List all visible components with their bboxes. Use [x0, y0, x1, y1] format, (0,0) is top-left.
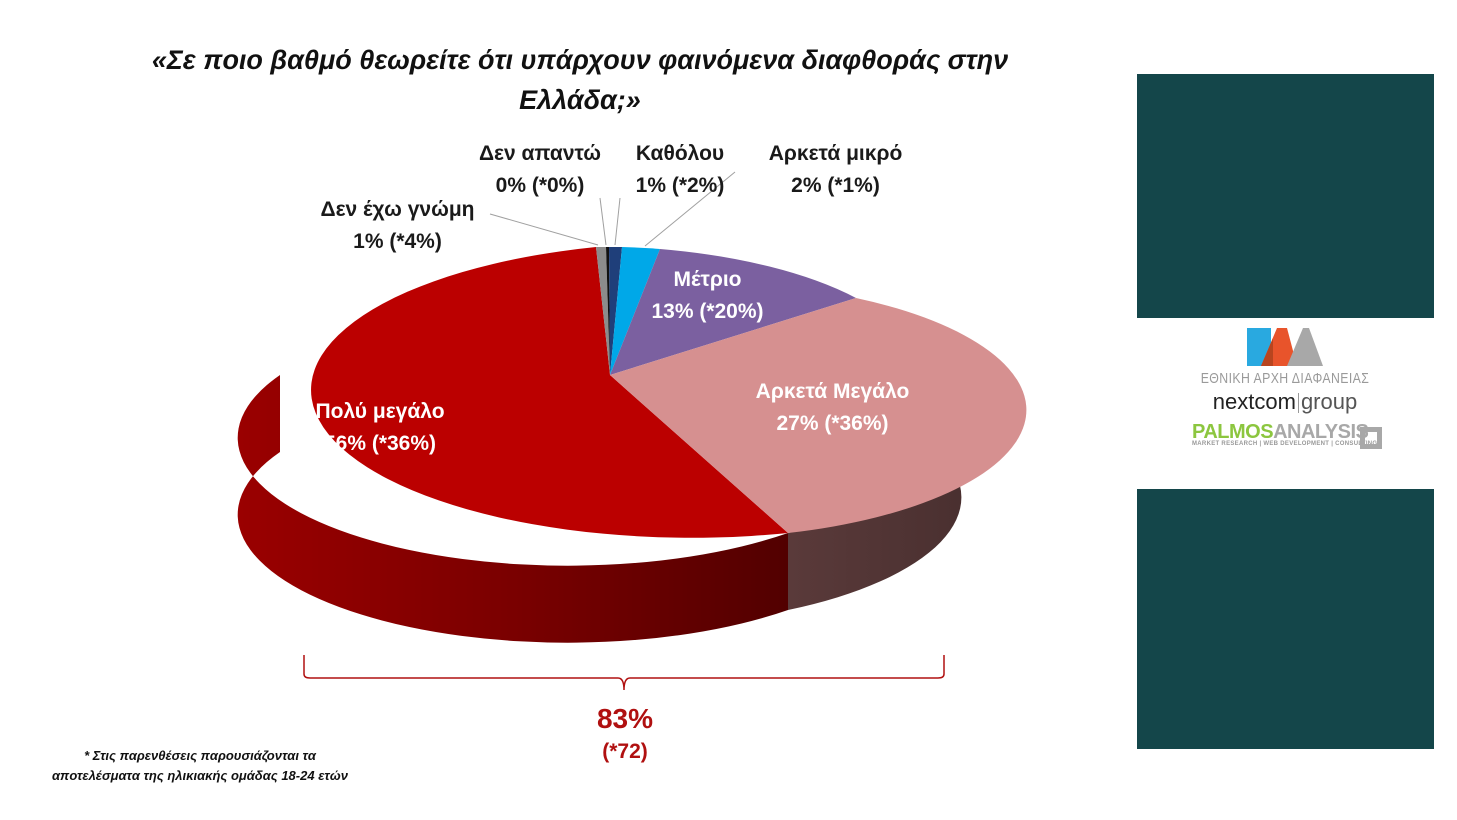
slice-arketa-mikro	[610, 247, 660, 375]
label-arketa-mikro: Αρκετά μικρό 2% (*1%)	[768, 142, 903, 197]
label-metrio: Μέτριο 13% (*20%)	[651, 268, 764, 323]
slice-katholou	[609, 246, 622, 375]
label-den-exo-gnomi: Δεν έχω γνώμη 1% (*4%)	[320, 198, 475, 253]
total-annotation: 83% (*72)	[560, 700, 690, 766]
slice-metrio	[610, 249, 856, 375]
pie-top	[311, 246, 1027, 538]
total-youth-percent: (*72)	[602, 740, 648, 763]
total-bracket	[303, 655, 945, 691]
pie-sides	[237, 375, 962, 643]
side-panel-bottom	[1137, 489, 1434, 749]
eaa-logo-icon	[1247, 328, 1323, 366]
total-percent: 83%	[596, 703, 654, 734]
palmos-analysis-logo: PALMOSANALYSIS MARKET RESEARCH | WEB DEV…	[1180, 421, 1390, 457]
chart-title-line1: «Σε ποιο βαθμό θεωρείτε ότι υπάρχουν φαι…	[151, 45, 1009, 75]
slice-side-arketa-megalo	[788, 375, 962, 610]
label-arketa-megalo: Αρκετά Μεγάλο 27% (*36%)	[755, 380, 910, 435]
slice-poly-megalo	[311, 247, 788, 538]
slice-side-poly-megalo	[237, 375, 789, 643]
leader-lines	[489, 171, 736, 247]
slice-den-apanto	[606, 246, 610, 375]
label-poly-megalo: Πολύ μεγάλο 56% (*36%)	[315, 400, 445, 455]
chart-title: «Σε ποιο βαθμό θεωρείτε ότι υπάρχουν φαι…	[90, 40, 1070, 120]
slice-den-exo-gnomi	[596, 246, 610, 375]
eaa-org-name: ΕΘΝΙΚΗ ΑΡΧΗ ΔΙΑΦΑΝΕΙΑΣ	[1200, 370, 1370, 387]
sponsor-logos: ΕΘΝΙΚΗ ΑΡΧΗ ΔΙΑΦΑΝΕΙΑΣ nextcom group PALM…	[1180, 328, 1390, 457]
slice-arketa-megalo	[610, 298, 1027, 533]
nextcom-logo: nextcom group	[1212, 389, 1358, 414]
side-panel-top	[1137, 74, 1434, 318]
footnote: * Στις παρενθέσεις παρουσιάζονται τα απο…	[52, 748, 348, 783]
chart-title-line2: Ελλάδα;»	[519, 85, 641, 115]
label-katholou: Καθόλου 1% (*2%)	[635, 142, 725, 197]
label-den-apanto: Δεν απαντώ 0% (*0%)	[478, 142, 602, 197]
palmos-square-icon	[1360, 427, 1382, 449]
